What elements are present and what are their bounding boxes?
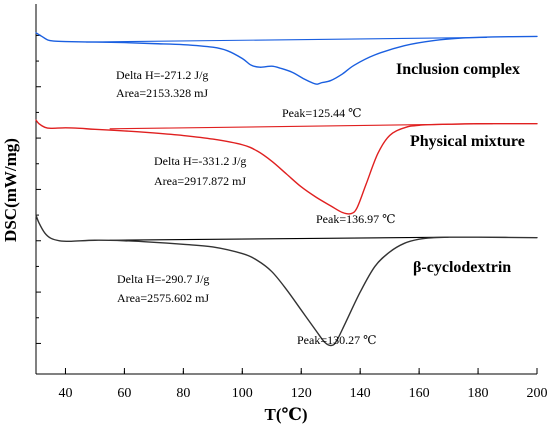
x-tick-label: 60 <box>117 386 131 401</box>
dsc-curves <box>35 32 538 347</box>
y-axis-title: DSC(mW/mg) <box>1 138 20 242</box>
annotation-area-inclusion-complex: Area=2153.328 mJ <box>116 86 208 100</box>
annotation-peak-beta-cyclodextrin: Peak=130.27 ℃ <box>297 333 377 347</box>
x-tick-label: 160 <box>409 386 430 401</box>
series-line-inclusion-complex <box>35 32 538 85</box>
x-tick-label: 100 <box>232 386 253 401</box>
curve-label-inclusion-complex: Inclusion complex <box>396 61 520 78</box>
plot-frame <box>35 4 537 375</box>
annotation-peak-physical-mixture: Peak=136.97 ℃ <box>316 212 396 226</box>
curve-label-beta-cyclodextrin: β-cyclodextrin <box>413 259 511 276</box>
annotation-delta-h-physical-mixture: Delta H=-331.2 J/g <box>154 154 246 168</box>
curve-label-physical-mixture: Physical mixture <box>410 133 525 150</box>
annotation-delta-h-beta-cyclodextrin: Delta H=-290.7 J/g <box>117 272 209 286</box>
x-tick-label: 80 <box>176 386 190 401</box>
x-tick-label: 180 <box>468 386 489 401</box>
series-line-cyclodextrin <box>35 214 538 347</box>
baseline-cyclodextrin <box>109 236 449 241</box>
x-axis-title: T(℃) <box>264 405 307 424</box>
annotation-area-beta-cyclodextrin: Area=2575.602 mJ <box>117 291 209 305</box>
annotation-area-physical-mixture: Area=2917.872 mJ <box>154 174 246 188</box>
y-axis-ticks <box>36 34 41 344</box>
x-tick-label: 40 <box>58 386 72 401</box>
x-tick-label: 140 <box>350 386 371 401</box>
x-tick-label: 120 <box>291 386 312 401</box>
series-line-physical-mixture <box>35 119 538 215</box>
annotation-delta-h-inclusion-complex: Delta H=-271.2 J/g <box>116 68 208 82</box>
x-axis-ticks: 40 60 80 100 120 140 160 180 200 <box>58 368 548 401</box>
x-tick-label: 200 <box>527 386 548 401</box>
annotation-peak-inclusion-complex: Peak=125.44 ℃ <box>282 106 362 120</box>
baseline-inclusion-complex <box>86 36 487 43</box>
